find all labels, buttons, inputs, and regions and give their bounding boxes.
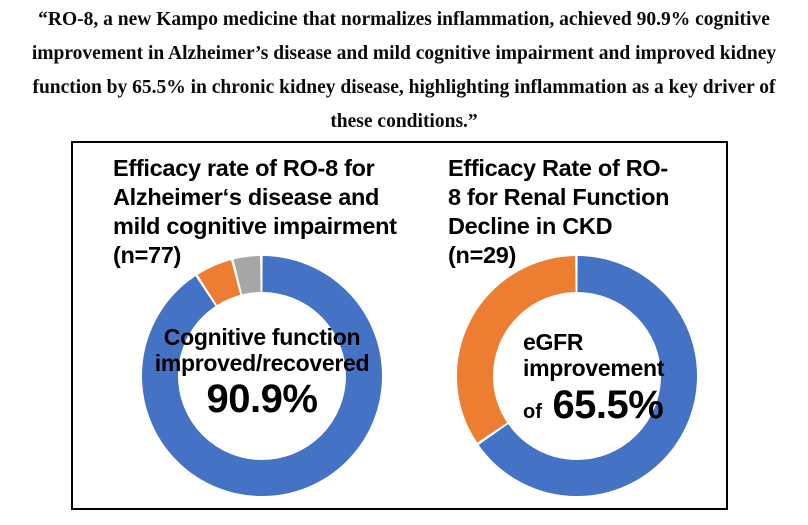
chart-title-line: Decline in CKD: [448, 213, 613, 239]
center-value-line: of 65.5%: [523, 383, 664, 427]
headline-quote: “RO-8, a new Kampo medicine that normali…: [0, 3, 808, 139]
donut-chart-ckd: [457, 256, 697, 496]
center-value-prefix: of: [523, 401, 548, 423]
center-label-line: improvement: [523, 355, 665, 381]
chart-title-ckd: Efficacy Rate of RO- 8 for Renal Functio…: [448, 154, 669, 270]
quote-line-4: these conditions.”: [330, 111, 478, 132]
donut-segment: [457, 256, 697, 496]
donut-center-label-ckd: eGFR improvement of 65.5%: [523, 329, 664, 427]
center-label-line: Cognitive function: [163, 324, 361, 350]
donut-chart-alzheimers: [142, 256, 382, 496]
figure-box: Efficacy rate of RO-8 for Alzheimer‘s di…: [71, 141, 728, 510]
center-label-line: eGFR: [523, 329, 584, 355]
chart-title-line: mild cognitive impairment: [113, 213, 397, 239]
chart-title-alzheimers: Efficacy rate of RO-8 for Alzheimer‘s di…: [113, 154, 397, 270]
chart-title-line: Efficacy rate of RO-8 for: [113, 155, 375, 181]
donut-segment: [457, 256, 697, 496]
chart-title-line: Efficacy Rate of RO-: [448, 155, 668, 181]
center-value: 65.5%: [552, 383, 664, 427]
chart-title-line: 8 for Renal Function: [448, 184, 670, 210]
center-value: 90.9%: [206, 377, 318, 421]
quote-line-3: function by 65.5% in chronic kidney dise…: [32, 77, 776, 98]
center-label-line: improved/recovered: [154, 350, 370, 376]
chart-title-line: Alzheimer‘s disease and: [113, 184, 380, 210]
donut-segment: [142, 256, 382, 496]
sample-size-label: (n=29): [448, 242, 517, 268]
donut-center-label-alzheimers: Cognitive function improved/recovered 90…: [137, 324, 387, 421]
quote-line-1: “RO-8, a new Kampo medicine that normali…: [38, 9, 770, 30]
sample-size-label: (n=77): [113, 242, 182, 268]
quote-line-2: improvement in Alzheimer’s disease and m…: [31, 43, 777, 64]
